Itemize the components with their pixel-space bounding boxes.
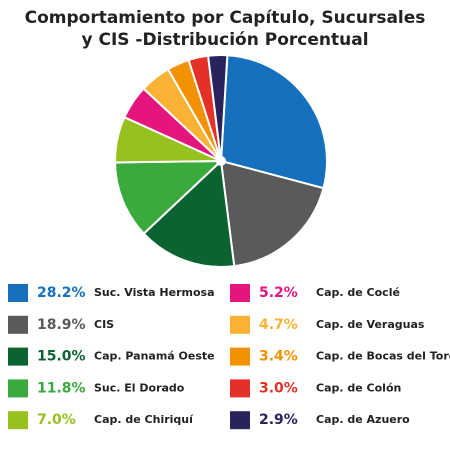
legend-label: Cap. de Coclé bbox=[316, 286, 400, 299]
pie-slice bbox=[219, 159, 325, 268]
legend-label: Cap. de Colón bbox=[316, 381, 401, 394]
value-label: 5.2% bbox=[259, 285, 298, 301]
legend-label: Cap. de Chiriquí bbox=[94, 413, 194, 426]
legend-label: Cap. de Bocas del Toro bbox=[316, 350, 450, 363]
value-label: 3.4% bbox=[259, 349, 298, 365]
legend-swatch bbox=[8, 411, 28, 430]
pie-slice bbox=[219, 54, 328, 190]
value-label: 2.9% bbox=[259, 412, 298, 428]
legend-swatch bbox=[8, 315, 28, 334]
legend-label: Cap. de Veraguas bbox=[316, 318, 425, 331]
chart-title: y CIS -Distribución Porcentual bbox=[81, 30, 368, 50]
legend-swatch bbox=[230, 379, 250, 398]
value-label: 7.0% bbox=[37, 412, 76, 428]
legend-swatch bbox=[8, 379, 28, 398]
value-label: 15.0% bbox=[37, 349, 86, 365]
legend-swatch bbox=[230, 284, 250, 302]
pie-hole bbox=[216, 156, 226, 166]
pie-slice bbox=[206, 54, 229, 162]
pie-slice bbox=[113, 159, 224, 236]
legend-label: Cap. Panamá Oeste bbox=[94, 350, 215, 363]
value-label: 11.8% bbox=[37, 380, 86, 396]
legend-label: Suc. El Dorado bbox=[94, 381, 185, 394]
legend-label: CIS bbox=[94, 318, 114, 331]
legend-label: Suc. Vista Hermosa bbox=[94, 286, 215, 299]
legend-swatch bbox=[8, 347, 28, 366]
value-label: 4.7% bbox=[259, 317, 298, 333]
chart-title: Comportamiento por Capítulo, Sucursales bbox=[25, 8, 426, 28]
legend-swatch bbox=[8, 284, 28, 302]
legend-swatch bbox=[230, 347, 250, 366]
value-label: 3.0% bbox=[259, 380, 298, 396]
value-label: 28.2% bbox=[37, 285, 86, 301]
legend-swatch bbox=[230, 315, 250, 334]
legend-label: Cap. de Azuero bbox=[316, 413, 410, 426]
pie-slice bbox=[142, 158, 236, 268]
legend-swatch bbox=[230, 411, 250, 430]
value-label: 18.9% bbox=[37, 317, 86, 333]
